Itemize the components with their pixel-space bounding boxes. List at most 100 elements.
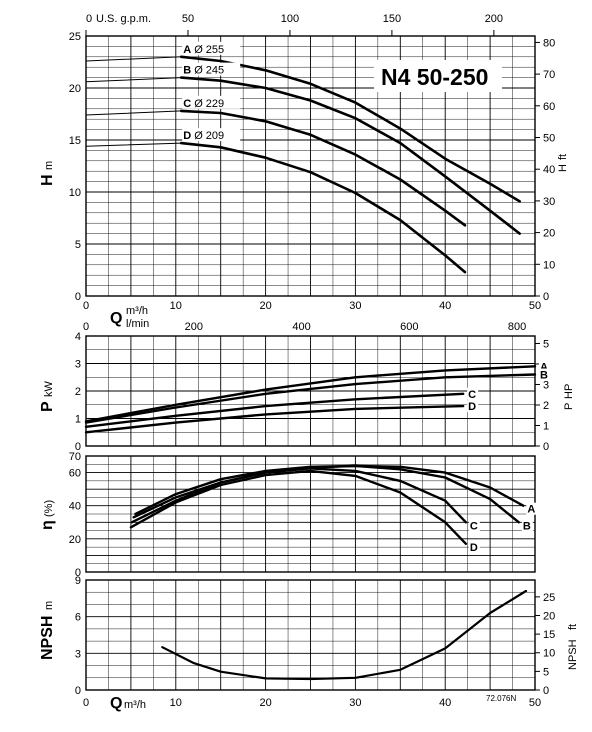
power-hp-axis-unit: HP	[563, 384, 575, 399]
flow-axis-label-bottom: Q m³/h	[110, 695, 146, 712]
power-label-bg	[539, 360, 550, 373]
y-tick-label: 3	[75, 648, 81, 660]
flow-m3h-unit-bottom: m³/h	[124, 699, 146, 711]
flow-tick-label-bottom: 0	[83, 697, 89, 709]
y2-tick-label: 70	[543, 69, 555, 81]
model-title-text: N4 50-250	[381, 64, 488, 90]
y-tick-label: 15	[69, 135, 81, 147]
head-curve-stub	[85, 56, 182, 62]
power-hp-axis-letter: P	[563, 403, 575, 410]
y2-tick-label: 5	[543, 666, 549, 678]
efficiency-label-bg	[468, 540, 480, 553]
head-label-bg	[182, 128, 241, 142]
y-tick-label: 70	[69, 451, 81, 463]
head-ft-axis-letter: H	[557, 164, 569, 172]
power-hp-axis-label: P HP	[563, 384, 575, 410]
efficiency-curve-letter: D	[470, 542, 478, 554]
gpm-unit-label: U.S. g.p.m.	[96, 13, 151, 25]
y-tick-label: 10	[69, 187, 81, 199]
head-curve-b	[179, 76, 521, 235]
y2-tick-label: 25	[543, 592, 555, 604]
power-curve-c	[84, 392, 465, 428]
npsh-curve	[161, 589, 528, 681]
head-curve-letter: D	[183, 130, 191, 142]
head-curve-stub	[85, 142, 182, 147]
power-axis-unit: kW	[43, 381, 55, 398]
head-curve-diameter: Ø 229	[194, 98, 224, 110]
head-ft-axis-label: H ft	[557, 154, 569, 172]
flow-q-letter-bottom: Q	[110, 695, 122, 712]
efficiency-label-bg	[521, 519, 533, 532]
head-curve-diameter: Ø 255	[194, 44, 224, 56]
npsh-ft-axis-unit: ft	[567, 624, 579, 630]
gpm-tick-label: 150	[383, 13, 401, 25]
head-axis-unit: m	[43, 161, 55, 170]
model-title-box	[374, 60, 502, 92]
y2-tick-label: 3	[543, 379, 549, 391]
y2-tick-label: 30	[543, 196, 555, 208]
power-curve-letter: D	[468, 401, 476, 413]
lmin-tick-label: 400	[292, 321, 310, 333]
efficiency-curve-b	[132, 464, 520, 524]
y-tick-label: 4	[75, 331, 81, 343]
flow-lmin-unit: l/min	[126, 318, 149, 330]
head-label-bg	[182, 62, 241, 76]
power-curve-letter: A	[540, 361, 548, 373]
flow-tick-label: 0	[83, 300, 89, 312]
y2-tick-label: 0	[543, 685, 549, 697]
y-tick-label: 60	[69, 468, 81, 480]
flow-tick-label: 20	[259, 300, 271, 312]
npsh-axis-unit: m	[43, 601, 55, 610]
head-axis-label: H m	[39, 161, 56, 186]
flow-tick-label-bottom: 50	[529, 697, 541, 709]
y2-tick-label: 50	[543, 133, 555, 145]
head-curve-letter: B	[183, 65, 191, 77]
lmin-tick-label: 200	[185, 321, 203, 333]
y-tick-label: 20	[69, 83, 81, 95]
flow-m3h-unit: m³/h	[126, 305, 148, 317]
flow-tick-label-bottom: 30	[349, 697, 361, 709]
power-curve-letter: C	[468, 389, 476, 401]
chart-code: 72.076N	[486, 694, 516, 703]
curves	[84, 55, 537, 681]
efficiency-axis-unit: (%)	[43, 500, 55, 517]
model-title: N4 50-250	[374, 60, 502, 92]
y2-tick-label: 0	[543, 441, 549, 453]
flow-tick-label: 30	[349, 300, 361, 312]
flow-q-letter: Q	[110, 310, 122, 327]
head-curve-stub	[85, 110, 182, 116]
y2-tick-label: 10	[543, 648, 555, 660]
y2-tick-label: 10	[543, 259, 555, 271]
head-axis-letter: H	[39, 174, 56, 186]
power-axis-label: P kW	[39, 381, 56, 413]
y-tick-label: 0	[75, 685, 81, 697]
power-label-bg	[467, 400, 479, 413]
head-curve-diameter: Ø 209	[194, 130, 224, 142]
lmin-tick-label: 800	[508, 321, 526, 333]
y2-tick-label: 5	[543, 338, 549, 350]
head-curve-letter: A	[183, 44, 191, 56]
power-label-bg	[539, 368, 550, 381]
y-tick-label: 20	[69, 534, 81, 546]
power-curve-a	[84, 365, 537, 423]
head-label-bg	[182, 95, 241, 109]
y2-tick-label: 20	[543, 610, 555, 622]
head-curve-c	[179, 109, 467, 227]
efficiency-curve-d	[129, 469, 468, 545]
flow-tick-label: 50	[529, 300, 541, 312]
y-tick-label: 0	[75, 291, 81, 303]
y2-tick-label: 20	[543, 228, 555, 240]
y2-tick-label: 2	[543, 400, 549, 412]
npsh-axis-text: NPSH	[39, 616, 56, 660]
flow-tick-label-bottom: 10	[170, 697, 182, 709]
npsh-axis-label: NPSH m	[39, 601, 56, 660]
tick-labels: 0510152025012340204060700369010203040506…	[69, 13, 556, 709]
y2-tick-label: 1	[543, 420, 549, 432]
y-tick-label: 0	[75, 441, 81, 453]
gpm-tick-label: 200	[485, 13, 503, 25]
efficiency-axis-letter: η	[39, 520, 56, 530]
efficiency-curve-letter: B	[523, 520, 531, 532]
